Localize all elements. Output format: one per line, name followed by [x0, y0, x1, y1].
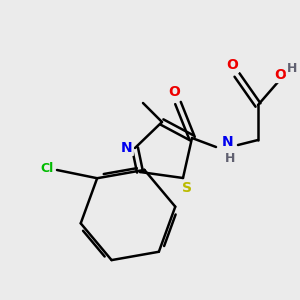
Text: N: N	[222, 135, 234, 149]
Text: N: N	[121, 141, 133, 155]
Text: Cl: Cl	[40, 161, 54, 175]
Text: H: H	[287, 61, 297, 74]
Text: O: O	[274, 68, 286, 82]
Text: S: S	[182, 181, 192, 195]
Text: H: H	[225, 152, 235, 164]
Text: O: O	[226, 58, 238, 72]
Text: O: O	[168, 85, 180, 99]
